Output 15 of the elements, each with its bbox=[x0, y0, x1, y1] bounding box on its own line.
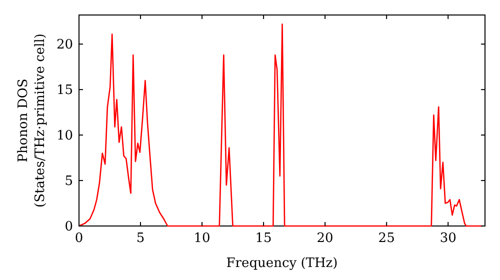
y-tick-label: 20 bbox=[56, 38, 73, 53]
x-tick-label: 0 bbox=[74, 231, 84, 246]
y-tick-label: 5 bbox=[64, 174, 73, 190]
line-series bbox=[78, 23, 484, 227]
x-axis-title: Frequency (THz) bbox=[226, 256, 338, 271]
x-tick-label: 15 bbox=[255, 231, 272, 246]
x-tick-label: 30 bbox=[440, 231, 456, 246]
y-axis-title: Phonon DOS (States/THz·primitive cell) bbox=[16, 33, 48, 208]
y-tick-label: 10 bbox=[56, 128, 73, 144]
y-tick-label: 0 bbox=[64, 220, 73, 235]
x-tick-label: 10 bbox=[194, 231, 210, 246]
x-tick-label: 25 bbox=[378, 231, 395, 246]
x-tick-label: 20 bbox=[316, 231, 334, 246]
x-tick-label: 5 bbox=[136, 231, 145, 246]
y-tick-label: 15 bbox=[56, 83, 73, 98]
